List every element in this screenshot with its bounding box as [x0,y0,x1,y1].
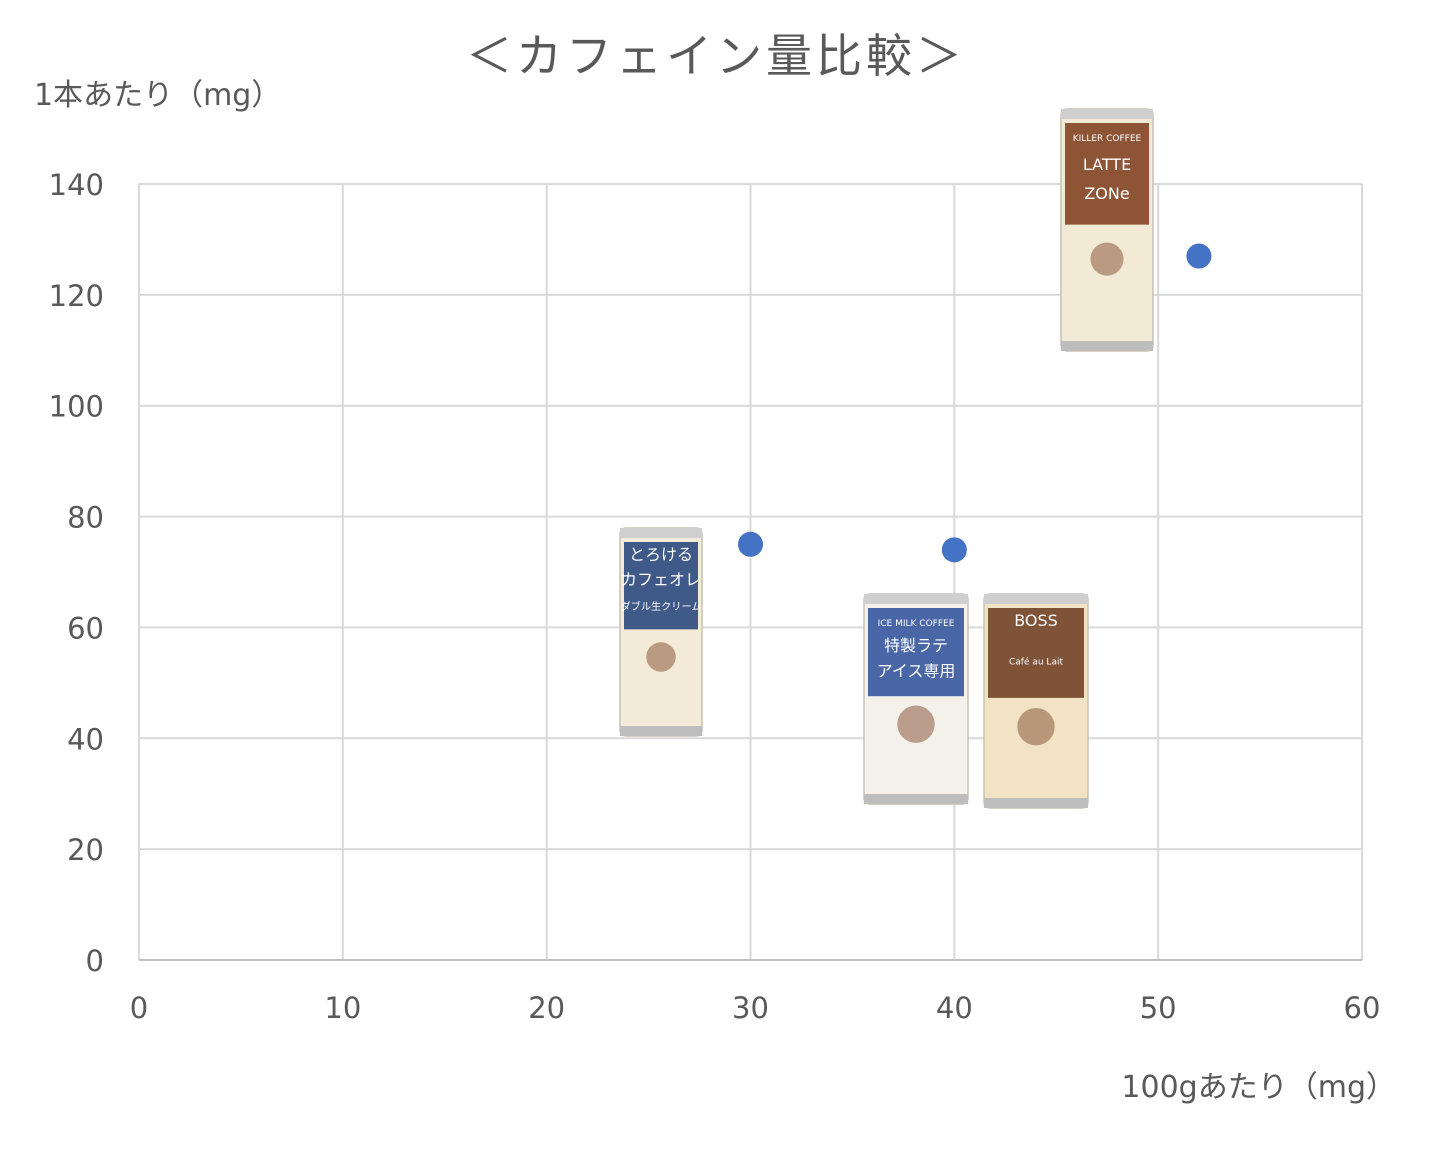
can-boss-cafe-au-lait-icon: BOSS Café au Lait [983,593,1089,809]
can-label-text: 特製ラテ [884,636,948,655]
y-tick-label: 140 [49,168,104,202]
data-point [941,537,967,563]
x-tick-label: 20 [528,991,565,1025]
x-tick-label: 40 [936,991,973,1025]
y-tick-label: 60 [67,611,104,645]
can-label-text: とろける [629,545,693,564]
can-label-text: カフェオレ [621,570,701,589]
y-axis-label: 1本あたり（mg） [34,78,282,113]
can-label-text: アイス専用 [877,661,956,680]
x-axis-label: 100gあたり（mg） [1121,1070,1396,1105]
can-label-text: LATTE [1083,155,1131,174]
x-tick-label: 0 [130,991,148,1025]
y-tick-label: 100 [49,390,104,424]
y-tick-label: 40 [67,722,104,756]
y-tick-label: 120 [49,279,104,313]
data-point [1186,243,1212,269]
can-label-text: BOSS [1014,611,1058,630]
can-label-text: Café au Lait [1009,657,1063,668]
chart-title: ＜カフェイン量比較＞ [466,29,966,83]
y-tick-label: 80 [67,501,104,535]
x-tick-label: 10 [324,991,361,1025]
data-point [738,531,763,557]
x-tick-label: 60 [1344,991,1381,1025]
x-tick-label: 30 [732,991,769,1025]
can-killer-coffee-icon: KILLER COFFEE LATTE ZONe [1060,108,1154,352]
y-tick-label: 0 [86,944,104,978]
can-label-text: ダブル生クリーム [621,600,702,613]
can-label-text: KILLER COFFEE [1073,134,1142,144]
can-label-text: ZONe [1084,184,1129,203]
x-tick-label: 50 [1140,991,1177,1025]
y-tick-label: 20 [67,833,104,867]
can-label-text: ICE MILK COFFEE [878,619,955,629]
